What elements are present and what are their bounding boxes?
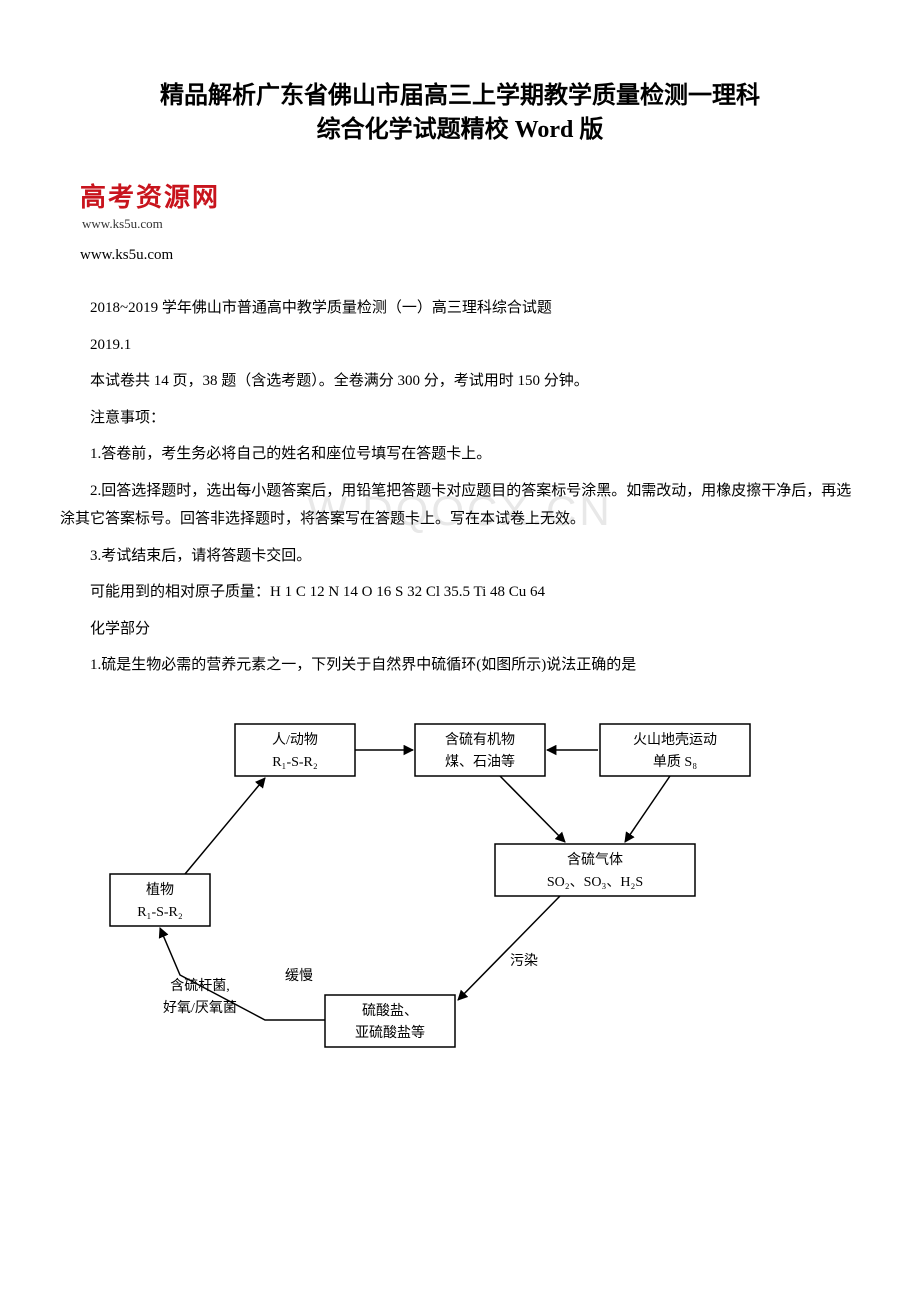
node-human-animal-line1: 人/动物 <box>272 732 318 748</box>
node-plant-line2: R₁-S-R₂ <box>137 905 183 920</box>
source-url: www.ks5u.com <box>80 247 860 264</box>
question-1: 1.硫是生物必需的营养元素之一，下列关于自然界中硫循环(如图所示)说法正确的是 <box>60 651 860 680</box>
logo-url: www.ks5u.com <box>82 216 860 232</box>
node-sulfur-gas-line2: SO₂、SO₃、H₂S <box>547 875 643 890</box>
logo-text: 高考资源网 <box>80 177 860 214</box>
edge-plant-to-human <box>185 778 265 874</box>
edge-label-slow: 缓慢 <box>285 967 313 984</box>
node-human-animal-line2: R₁-S-R₂ <box>272 755 318 770</box>
node-plant-line1: 植物 <box>146 882 174 898</box>
node-sulfate-line1: 硫酸盐、 <box>362 1003 418 1019</box>
atomic-mass: 可能用到的相对原子质量：H 1 C 12 N 14 O 16 S 32 Cl 3… <box>60 578 860 607</box>
exam-date: 2019.1 <box>60 331 860 360</box>
edge-volcano-to-gas <box>625 776 670 842</box>
edge-organic-to-gas <box>500 776 565 842</box>
document-title: 精品解析广东省佛山市届高三上学期教学质量检测一理科 综合化学试题精校 Word … <box>60 80 860 147</box>
notice-item-1: 1.答卷前，考生务必将自己的姓名和座位号填写在答题卡上。 <box>60 440 860 469</box>
node-sulfate-line2: 亚硫酸盐等 <box>355 1024 425 1041</box>
node-volcano-line1: 火山地壳运动 <box>633 731 717 748</box>
exam-spec: 本试卷共 14 页，38 题（含选考题）。全卷满分 300 分，考试用时 150… <box>60 367 860 396</box>
site-logo: 高考资源网 www.ks5u.com <box>80 177 860 232</box>
node-sulfur-gas-line1: 含硫气体 <box>567 852 623 868</box>
node-volcano-line2: 单质 S₈ <box>653 754 697 770</box>
node-organic-sulfur-line2: 煤、石油等 <box>445 753 515 770</box>
notice-item-3: 3.考试结束后，请将答题卡交回。 <box>60 542 860 571</box>
title-line-1: 精品解析广东省佛山市届高三上学期教学质量检测一理科 <box>160 83 760 109</box>
notice-item-2: 2.回答选择题时，选出每小题答案后，用铅笔把答题卡对应题目的答案标号涂黑。如需改… <box>60 477 860 534</box>
edge-label-pollution: 污染 <box>510 953 538 969</box>
notice-header: 注意事项： <box>60 404 860 433</box>
exam-header: 2018~2019 学年佛山市普通高中教学质量检测（一）高三理科综合试题 <box>60 294 860 323</box>
edge-gas-to-sulfate <box>458 896 560 1000</box>
section-header: 化学部分 <box>60 615 860 644</box>
node-organic-sulfur-line1: 含硫有机物 <box>445 732 515 748</box>
sulfur-cycle-diagram: 人/动物 R₁-S-R₂ 含硫有机物 煤、石油等 火山地壳运动 单质 S₈ 含硫… <box>70 700 850 1080</box>
node-bacteria-line2: 好氧/厌氧菌 <box>163 1000 237 1016</box>
title-line-2: 综合化学试题精校 Word 版 <box>317 117 604 143</box>
